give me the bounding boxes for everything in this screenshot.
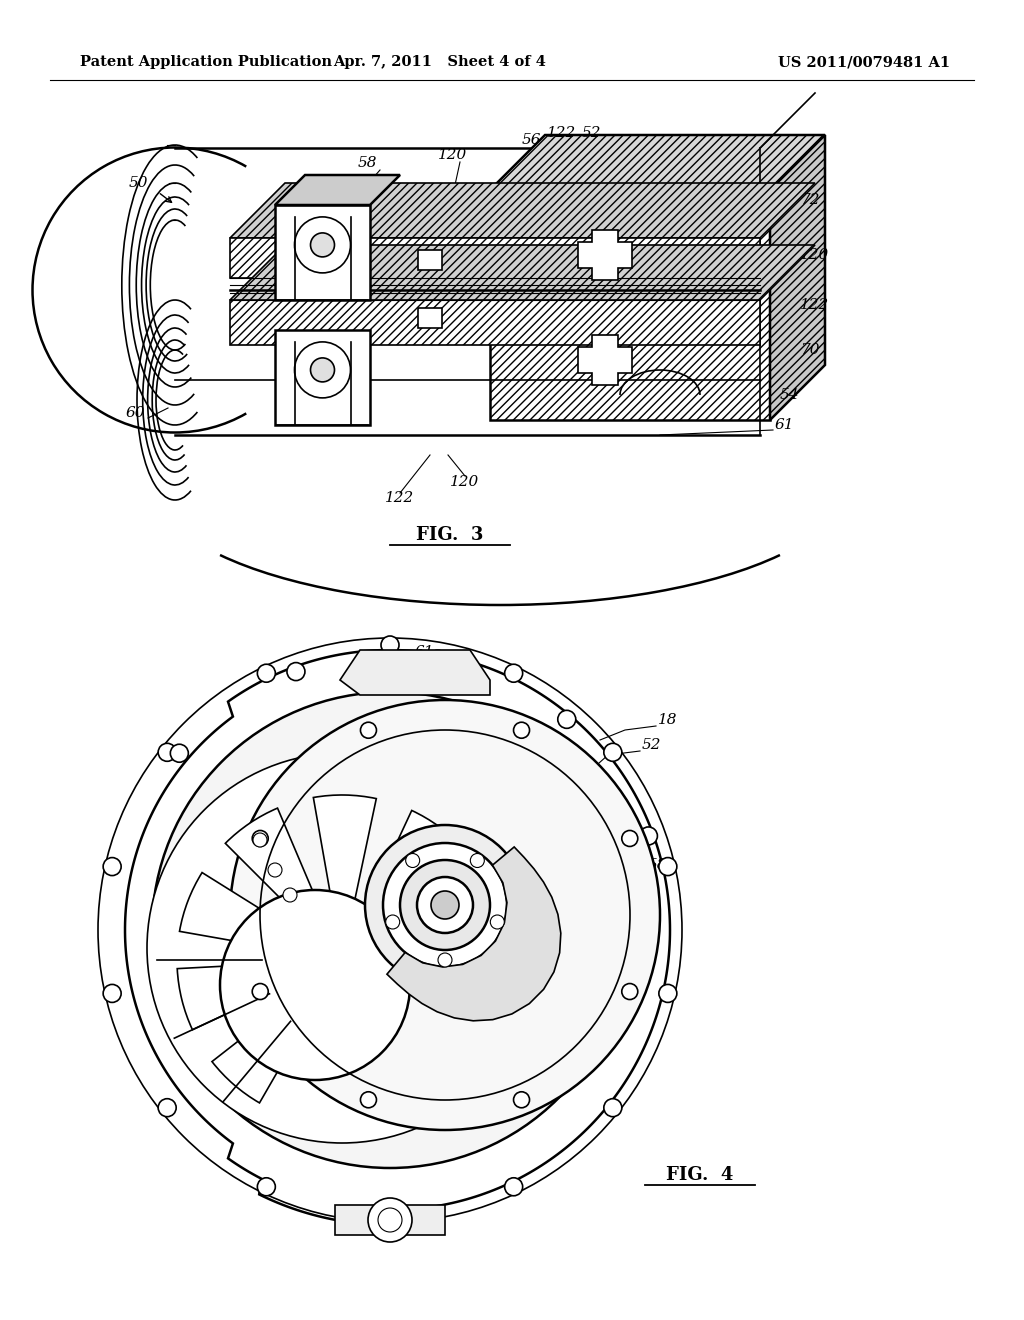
Text: 120: 120 xyxy=(438,148,467,162)
Circle shape xyxy=(639,826,657,845)
Circle shape xyxy=(253,833,267,847)
Circle shape xyxy=(295,216,350,273)
Text: Apr. 7, 2011   Sheet 4 of 4: Apr. 7, 2011 Sheet 4 of 4 xyxy=(334,55,547,69)
Text: 54: 54 xyxy=(780,388,800,403)
Text: 61: 61 xyxy=(415,645,434,659)
Circle shape xyxy=(158,1098,176,1117)
Text: US 2011/0079481 A1: US 2011/0079481 A1 xyxy=(778,55,950,69)
Polygon shape xyxy=(770,135,825,420)
Wedge shape xyxy=(342,810,463,960)
Circle shape xyxy=(360,722,377,738)
Polygon shape xyxy=(230,246,815,300)
Circle shape xyxy=(658,858,677,875)
Text: 122: 122 xyxy=(547,125,575,140)
Text: 52: 52 xyxy=(582,125,601,140)
Polygon shape xyxy=(387,847,561,1020)
Polygon shape xyxy=(340,649,490,696)
Polygon shape xyxy=(230,183,815,238)
Polygon shape xyxy=(490,135,825,190)
Circle shape xyxy=(268,863,282,876)
Text: 122: 122 xyxy=(800,298,829,312)
Circle shape xyxy=(310,232,335,257)
Text: FIG.  4: FIG. 4 xyxy=(667,1166,733,1184)
Text: 58: 58 xyxy=(358,156,378,170)
Circle shape xyxy=(622,983,638,999)
Circle shape xyxy=(604,1098,622,1117)
Circle shape xyxy=(381,636,399,653)
Circle shape xyxy=(604,743,622,762)
Circle shape xyxy=(490,915,504,929)
Text: 18: 18 xyxy=(658,713,678,727)
Polygon shape xyxy=(578,335,632,385)
Circle shape xyxy=(365,825,525,985)
Circle shape xyxy=(514,1092,529,1107)
Circle shape xyxy=(103,858,121,875)
Circle shape xyxy=(170,744,188,762)
Polygon shape xyxy=(578,230,632,280)
Circle shape xyxy=(417,876,473,933)
Circle shape xyxy=(257,664,275,682)
Polygon shape xyxy=(418,249,442,271)
Circle shape xyxy=(505,1177,522,1196)
Circle shape xyxy=(400,861,490,950)
Wedge shape xyxy=(225,808,342,960)
Polygon shape xyxy=(125,649,670,1225)
Polygon shape xyxy=(230,300,760,345)
Polygon shape xyxy=(490,190,770,420)
Text: 61: 61 xyxy=(775,418,795,432)
Text: FIG.  3: FIG. 3 xyxy=(417,525,483,544)
Circle shape xyxy=(257,1177,275,1196)
Wedge shape xyxy=(313,795,376,960)
Polygon shape xyxy=(230,238,760,279)
Circle shape xyxy=(295,342,350,397)
Circle shape xyxy=(386,915,399,929)
Circle shape xyxy=(158,743,176,762)
Circle shape xyxy=(431,891,459,919)
Circle shape xyxy=(558,710,575,729)
Polygon shape xyxy=(275,176,400,205)
Circle shape xyxy=(147,752,537,1143)
Polygon shape xyxy=(275,330,370,425)
Circle shape xyxy=(103,985,121,1002)
Text: Patent Application Publication: Patent Application Publication xyxy=(80,55,332,69)
Circle shape xyxy=(514,722,529,738)
Text: 60: 60 xyxy=(560,894,580,907)
Polygon shape xyxy=(418,308,442,327)
Circle shape xyxy=(622,830,638,846)
Wedge shape xyxy=(212,960,342,1104)
Circle shape xyxy=(383,843,507,968)
Text: 56: 56 xyxy=(522,133,542,147)
Circle shape xyxy=(658,985,677,1002)
Circle shape xyxy=(220,890,410,1080)
Text: 70: 70 xyxy=(800,343,819,356)
Circle shape xyxy=(152,692,628,1168)
Text: 120: 120 xyxy=(800,248,829,261)
Circle shape xyxy=(252,983,268,999)
Circle shape xyxy=(230,700,660,1130)
Polygon shape xyxy=(275,205,370,300)
Circle shape xyxy=(252,830,268,846)
Polygon shape xyxy=(335,1205,445,1236)
Circle shape xyxy=(438,953,452,968)
Circle shape xyxy=(429,651,446,668)
Wedge shape xyxy=(177,960,342,1030)
Circle shape xyxy=(283,888,297,902)
Circle shape xyxy=(368,1199,412,1242)
Circle shape xyxy=(505,664,522,682)
Text: 122: 122 xyxy=(385,491,415,506)
Text: 72: 72 xyxy=(800,193,819,207)
Circle shape xyxy=(310,358,335,381)
Circle shape xyxy=(381,1206,399,1224)
Text: 52: 52 xyxy=(642,738,662,752)
Circle shape xyxy=(360,1092,377,1107)
Circle shape xyxy=(378,1208,402,1232)
Text: 120: 120 xyxy=(450,475,479,488)
Wedge shape xyxy=(179,873,342,960)
Circle shape xyxy=(470,854,484,867)
Text: 60: 60 xyxy=(126,407,145,420)
Text: 50: 50 xyxy=(128,176,148,190)
Circle shape xyxy=(287,663,305,681)
Text: 58: 58 xyxy=(648,858,668,873)
Circle shape xyxy=(406,854,420,867)
